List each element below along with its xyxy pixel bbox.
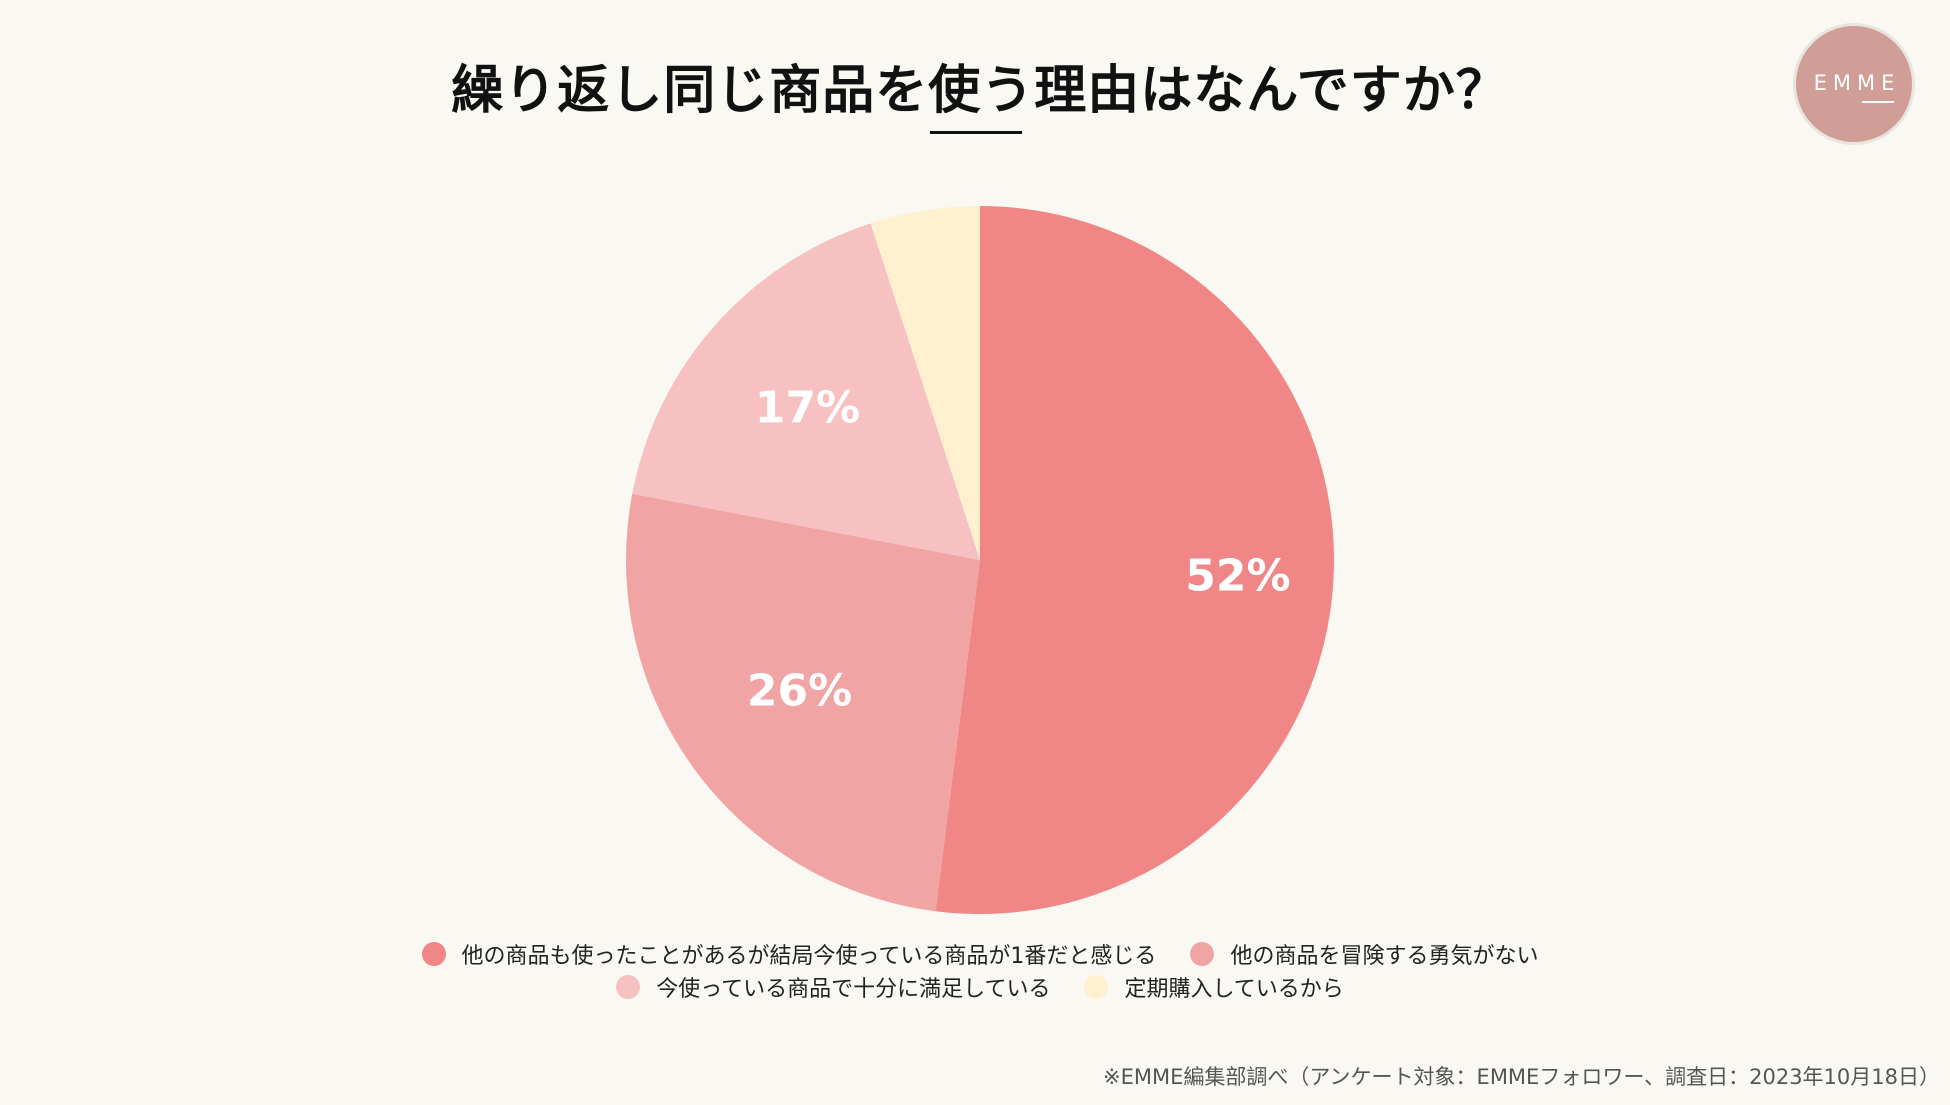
slice-value-label: 52% (1185, 551, 1290, 602)
pie-slice (935, 206, 1334, 914)
logo-text: EMME (1813, 71, 1901, 95)
pie-chart: 52% 26% 17% (626, 206, 1334, 914)
pie-slice (870, 206, 980, 560)
emme-logo: EMME (1793, 23, 1915, 145)
legend-swatch (1190, 942, 1215, 966)
legend-label: 今使っている商品で十分に満足している (656, 977, 1051, 1002)
legend-item: 定期購入しているから (1084, 971, 1344, 1003)
chart-title: 繰り返し同じ商品を使う理由はなんですか？ (451, 61, 1509, 121)
legend-label: 定期購入しているから (1124, 977, 1344, 1002)
legend-label: 他の商品を冒険する勇気がない (1230, 944, 1539, 969)
legend-item: 今使っている商品で十分に満足している (616, 971, 1050, 1003)
legend-item: 他の商品を冒険する勇気がない (1190, 938, 1538, 970)
pie-slice (632, 223, 980, 560)
legend-row-1: 他の商品も使ったことがあるが結局今使っている商品が1番だと感じる 他の商品を冒険… (0, 938, 1950, 970)
legend-row-2: 今使っている商品で十分に満足している 定期購入しているから (0, 971, 1950, 1003)
legend-swatch (421, 942, 446, 966)
slice-value-label: 17% (755, 382, 860, 433)
pie-slice (626, 493, 980, 912)
logo-underline (1862, 101, 1894, 103)
slice-value-label: 26% (747, 666, 852, 717)
legend-item: 他の商品も使ったことがあるが結局今使っている商品が1番だと感じる (421, 938, 1157, 970)
title-underline (930, 131, 1022, 134)
legend-swatch (1084, 975, 1109, 999)
source-footnote: ※EMME編集部調べ（アンケート対象：EMMEフォロワー、調査日：2023年10… (1103, 1065, 1940, 1089)
legend-label: 他の商品も使ったことがあるが結局今使っている商品が1番だと感じる (461, 944, 1157, 969)
legend-swatch (616, 975, 641, 999)
